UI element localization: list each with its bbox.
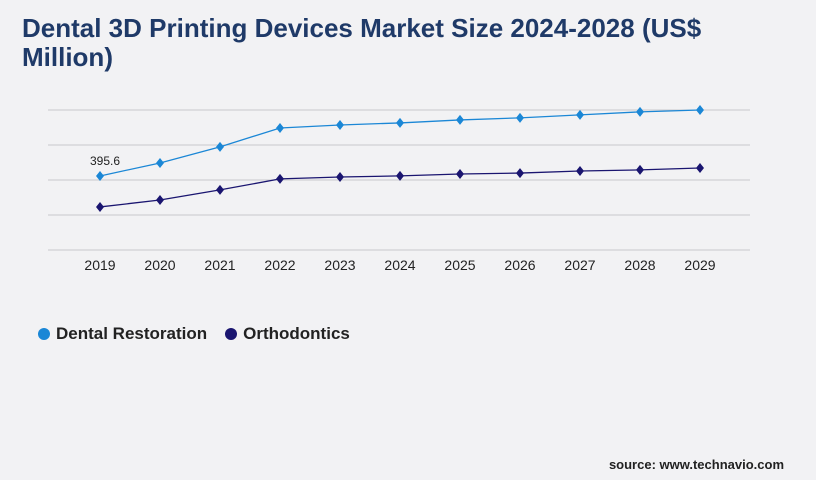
data-point [696, 105, 704, 115]
data-point [276, 122, 284, 133]
data-point [336, 119, 344, 130]
data-point [396, 170, 404, 181]
data-point [576, 109, 584, 120]
chart-title: Dental 3D Printing Devices Market Size 2… [22, 13, 702, 72]
legend-label: Dental Restoration [56, 324, 208, 343]
x-tick-label: 2025 [444, 257, 475, 273]
legend-item-orthodontics: Orthodontics [225, 324, 350, 344]
x-tick-label: 2024 [384, 257, 415, 273]
data-point [516, 168, 524, 179]
x-tick-label: 2022 [264, 257, 295, 273]
data-point [336, 172, 344, 183]
data-point [576, 166, 584, 177]
legend-marker [225, 328, 238, 340]
data-point [156, 157, 164, 168]
data-point [396, 117, 404, 128]
data-point [516, 112, 524, 123]
data-point [696, 163, 704, 174]
line-chart: 2019 2020 2021 2022 2023 2024 2025 2026 2027 2028… [48, 105, 750, 273]
legend-item-dental-restoration: Dental Restoration [38, 324, 207, 344]
x-tick-label: 2028 [624, 257, 655, 273]
data-point [216, 184, 224, 195]
x-tick-label: 2029 [684, 257, 715, 273]
x-tick-label: 2020 [144, 257, 175, 273]
x-tick-label: 2026 [504, 257, 535, 273]
data-point [156, 195, 164, 206]
data-point [96, 170, 104, 181]
data-point [456, 169, 464, 180]
source-text: source: www.technavio.com [608, 457, 784, 472]
data-label: 395.6 [90, 154, 120, 168]
data-point [216, 141, 224, 152]
data-point [636, 164, 644, 175]
data-point [96, 201, 104, 212]
x-tick-label: 2021 [204, 257, 235, 273]
data-point [276, 173, 284, 184]
legend-marker [38, 328, 50, 340]
data-point [636, 106, 644, 117]
x-tick-label: 2019 [84, 257, 115, 273]
legend-label: Orthodontics [243, 324, 350, 343]
legend: Dental Restoration Orthodontics [38, 324, 350, 344]
x-tick-label: 2027 [564, 257, 595, 273]
data-point [456, 114, 464, 125]
x-tick-label: 2023 [324, 257, 355, 273]
